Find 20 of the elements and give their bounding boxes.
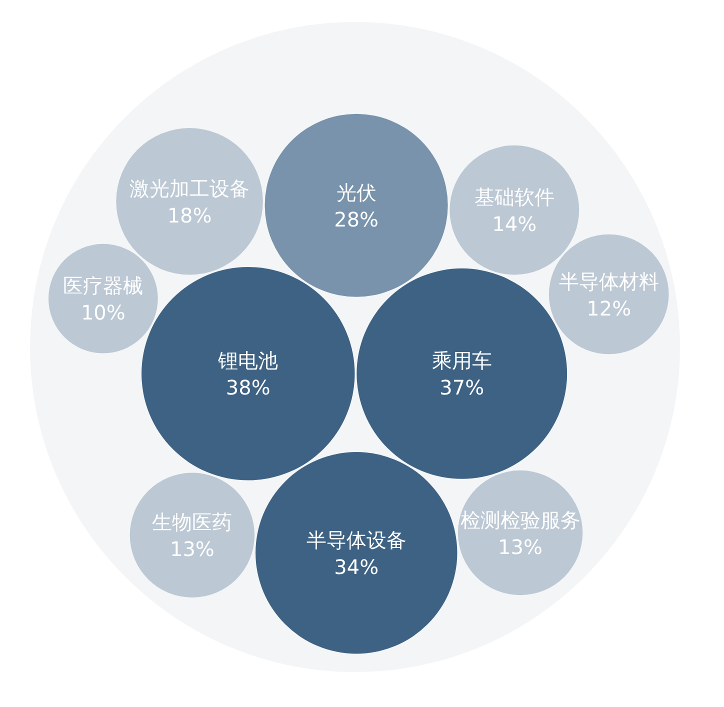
category-label: 半导体设备 [306,528,406,552]
category-label: 医疗器械 [63,274,144,298]
category-label: 光伏 [336,180,376,204]
category-label: 生物医药 [152,510,232,534]
data-label: 12% [586,296,632,320]
data-label: 10% [80,300,126,325]
category-label: 激光加工设备 [130,176,250,200]
data-label: 38% [226,376,270,400]
data-label: 13% [170,537,214,562]
data-label: 18% [167,203,212,228]
category-label: 检测检验服务 [460,508,580,532]
data-label: 14% [492,212,537,236]
data-label: 28% [334,207,379,232]
data-label: 34% [334,554,379,579]
category-label: 乘用车 [432,348,492,373]
category-label: 基础软件 [474,185,554,210]
category-label: 半导体材料 [558,269,659,294]
data-label: 37% [440,376,484,400]
category-label: 锂电池 [217,348,278,373]
data-label: 13% [498,534,543,559]
